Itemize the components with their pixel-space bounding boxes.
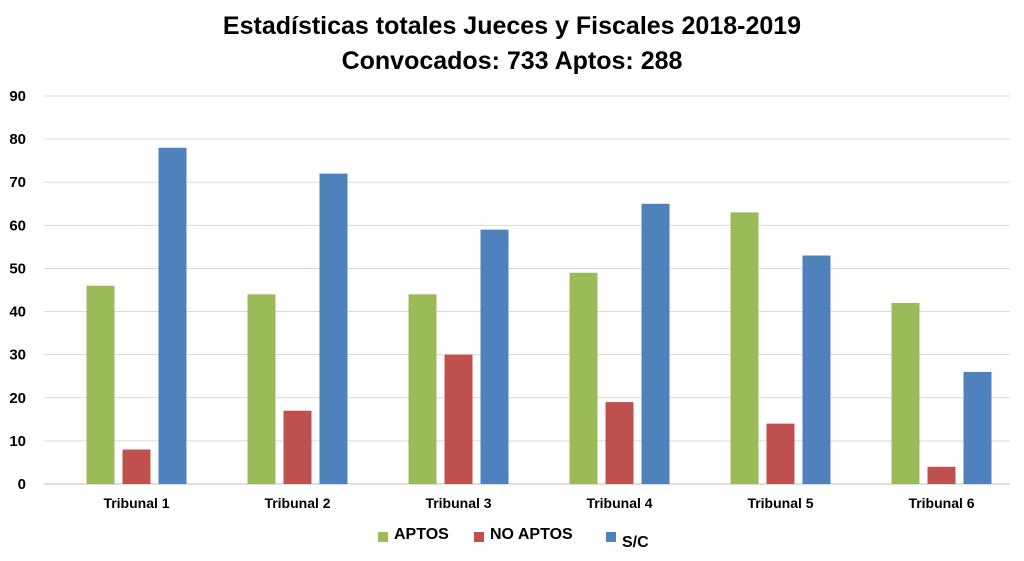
y-tick-label: 80 <box>9 131 26 148</box>
bar-aptos-1 <box>86 285 115 484</box>
bar-no-aptos-5 <box>766 423 795 484</box>
bar-s-c-2 <box>319 173 348 484</box>
chart-title: Estadísticas totales Jueces y Fiscales 2… <box>222 12 802 40</box>
bar-aptos-5 <box>730 212 759 484</box>
y-tick-label: 90 <box>9 88 26 105</box>
bar-no-aptos-4 <box>605 402 634 484</box>
bar-s-c-6 <box>963 371 992 484</box>
y-tick-label: 20 <box>9 390 26 407</box>
y-tick-label: 50 <box>9 260 26 277</box>
legend-label: S/C <box>622 534 649 551</box>
legend-swatch <box>474 532 484 542</box>
bar-s-c-5 <box>802 255 831 484</box>
x-category-label: Tribunal 2 <box>264 495 330 511</box>
legend-swatch <box>606 532 616 542</box>
legend: APTOS NO APTOS S/C <box>0 522 1024 558</box>
plot-area: 0 10 20 30 40 50 60 70 80 90 Tribunal 1 Tribunal 2 T… <box>9 88 1010 511</box>
bar-s-c-3 <box>480 229 509 484</box>
y-tick-label: 10 <box>9 433 26 450</box>
bar-no-aptos-1 <box>122 449 151 484</box>
x-category-label: Tribunal 4 <box>586 495 652 511</box>
bar-aptos-4 <box>569 272 598 484</box>
legend-label: NO APTOS <box>490 526 573 543</box>
bar-aptos-6 <box>891 302 920 484</box>
x-category-label: Tribunal 6 <box>908 495 974 511</box>
y-tick-label: 30 <box>9 347 26 364</box>
bar-s-c-1 <box>158 147 187 484</box>
bar-aptos-2 <box>247 294 276 484</box>
x-category-label: Tribunal 1 <box>103 495 169 511</box>
legend-label: APTOS <box>394 526 449 543</box>
bar-no-aptos-2 <box>283 410 312 484</box>
y-tick-label: 60 <box>9 217 26 234</box>
y-tick-label: 40 <box>9 304 26 321</box>
x-category-label: Tribunal 5 <box>747 495 813 511</box>
bar-no-aptos-3 <box>444 354 473 484</box>
chart-subtitle: Convocados: 733 Aptos: 288 <box>341 47 683 75</box>
legend-swatch <box>378 532 388 542</box>
bar-aptos-3 <box>408 294 437 484</box>
y-tick-label: 70 <box>9 174 26 191</box>
y-tick-label: 0 <box>18 476 26 493</box>
x-category-label: Tribunal 3 <box>425 495 491 511</box>
bar-s-c-4 <box>641 203 670 484</box>
bar-no-aptos-6 <box>927 466 956 484</box>
